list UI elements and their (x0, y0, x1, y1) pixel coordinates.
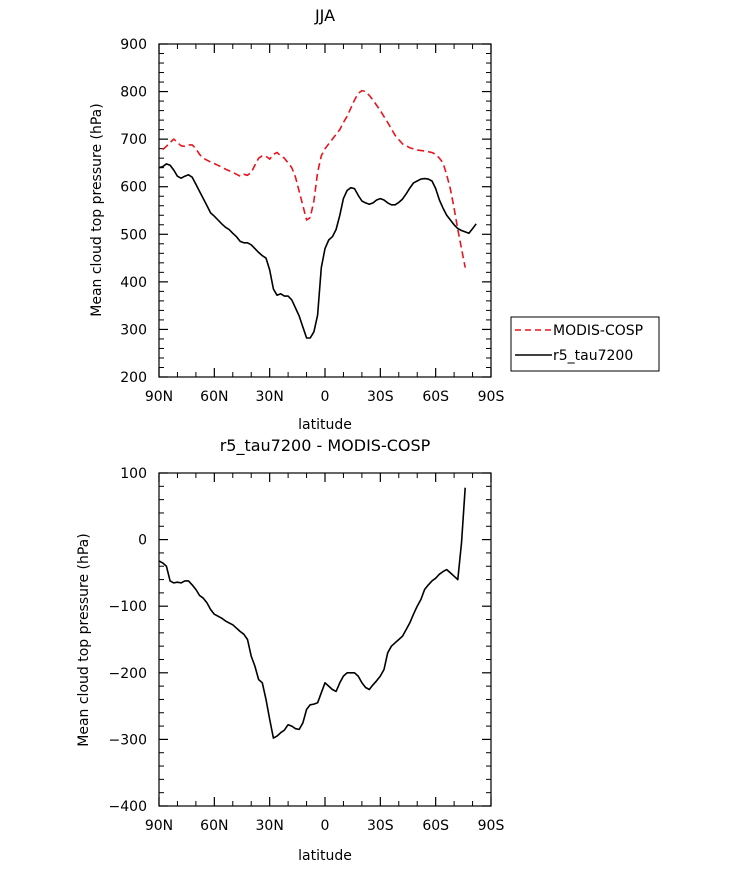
top-x-tick-label: 30S (367, 389, 394, 405)
top-plot-frame (158, 43, 492, 378)
bot-x-tick-label: 90S (478, 818, 505, 834)
bottom-series-lines (158, 487, 466, 739)
bot-y-tick-label: 0 (138, 533, 147, 549)
top-series-modis-cosp (162, 89, 466, 268)
top-series-lines (158, 89, 477, 339)
top-y-tick-label: 300 (120, 322, 147, 338)
bot-y-tick-label: −100 (109, 599, 147, 615)
top-chart-title: JJA (314, 6, 335, 25)
bot-x-tick-label: 30N (256, 818, 284, 834)
bottom-chart-title: r5_tau7200 - MODIS-COSP (220, 436, 431, 456)
top-y-tick-label: 200 (120, 370, 147, 386)
bottom-plot-frame (158, 472, 492, 807)
top-x-tick-label: 60N (200, 389, 228, 405)
top-x-tick-labels: 90N 60N 30N 0 30S 60S 90S (145, 389, 505, 405)
top-y-axis-title: Mean cloud top pressure (hPa) (89, 103, 105, 316)
bottom-y-tick-labels: −400 −300 −200 −100 0 100 (109, 466, 147, 815)
legend-label-modis-cosp: MODIS-COSP (553, 323, 643, 339)
bot-x-tick-label: 60S (422, 818, 449, 834)
top-series-r5-tau7200 (158, 163, 477, 339)
bot-x-tick-label: 60N (200, 818, 228, 834)
bottom-y-axis-title: Mean cloud top pressure (hPa) (76, 533, 92, 746)
top-x-tick-label: 0 (321, 389, 330, 405)
top-y-tick-labels: 200 300 400 500 600 700 800 900 (120, 37, 147, 386)
legend-box (510, 316, 660, 372)
bot-x-tick-label: 30S (367, 818, 394, 834)
bot-y-tick-label: −200 (109, 666, 147, 682)
bottom-x-axis-title: latitude (298, 848, 352, 864)
bot-series-r5-tau7200-modis-cosp (158, 487, 466, 739)
bot-x-tick-label: 0 (321, 818, 330, 834)
top-x-tick-label: 90N (145, 389, 173, 405)
top-y-tick-label: 500 (120, 227, 147, 243)
top-x-tick-label: 30N (256, 389, 284, 405)
top-y-tick-label: 700 (120, 132, 147, 148)
chart-top: JJA Mean cloud top pressure (hPa) latitu… (89, 6, 504, 433)
top-y-tick-label: 900 (120, 37, 147, 53)
top-y-tick-label: 800 (120, 85, 147, 101)
legend: MODIS-COSP r5_tau7200 (510, 316, 660, 372)
top-x-axis-title: latitude (298, 417, 352, 433)
bot-y-tick-label: −300 (109, 732, 147, 748)
legend-label-r5-tau7200: r5_tau7200 (553, 348, 633, 364)
bot-y-tick-label: −400 (109, 799, 147, 815)
top-y-tick-label: 600 (120, 180, 147, 196)
top-x-tick-label: 60S (422, 389, 449, 405)
bot-x-tick-label: 90N (145, 818, 173, 834)
bot-y-tick-label: 100 (120, 466, 147, 482)
bottom-x-tick-labels: 90N 60N 30N 0 30S 60S 90S (145, 818, 505, 834)
top-x-tick-label: 90S (478, 389, 505, 405)
top-y-tick-label: 400 (120, 275, 147, 291)
bottom-axis-ticks (158, 472, 492, 807)
chart-bottom: r5_tau7200 - MODIS-COSP Mean cloud top p… (76, 436, 504, 864)
